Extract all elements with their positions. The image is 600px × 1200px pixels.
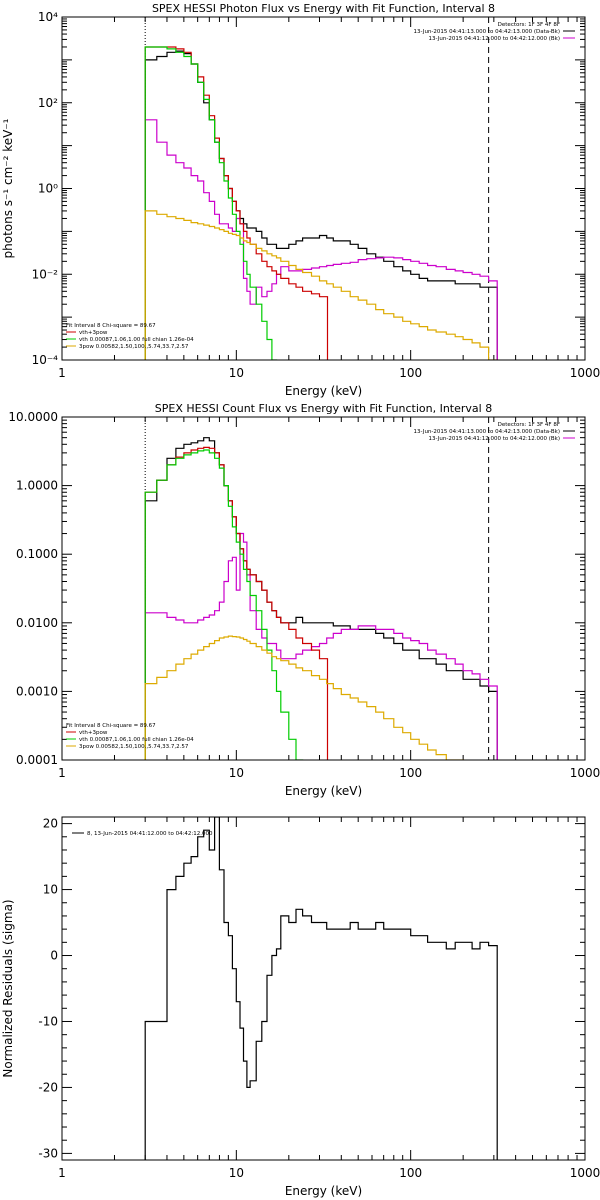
x-tick-label: 100 — [399, 1166, 422, 1180]
x-axis-label: Energy (keV) — [285, 1184, 362, 1198]
y-tick-label: 1.0000 — [16, 479, 58, 493]
series-line-5 — [144, 635, 465, 760]
plot-frame — [61, 16, 586, 361]
y-tick-label: -10 — [38, 1014, 58, 1028]
y-tick-label: 10⁻² — [32, 267, 59, 281]
series-line-1 — [144, 817, 498, 1160]
x-tick-label: 10 — [229, 1166, 244, 1180]
y-tick-label: 0 — [50, 949, 58, 963]
series-line-5 — [144, 210, 498, 360]
plot-frame — [61, 416, 586, 761]
legend-entry: vth 0.00087,1.06,1.00 full chian 1.26e-0… — [79, 737, 194, 743]
chart-panel-3: 1 10 100 1000 -30 -20 -10 0 10 20 Energy (keV) Norm… — [1, 816, 600, 1198]
y-tick-label: 0.0001 — [16, 753, 58, 767]
y-tick-label: 10⁰ — [38, 182, 58, 196]
series-line-1 — [144, 437, 498, 760]
series-group — [144, 46, 498, 360]
series-line-2 — [144, 119, 498, 360]
legend-entry: 8, 13-Jun-2015 04:41:12.000 to 04:42:12.… — [87, 831, 213, 837]
legend-entry: Detectors: 1F 3F 4F 8F — [498, 22, 560, 28]
y-tick-label: 0.0010 — [16, 684, 58, 698]
y-tick-label: 0.1000 — [16, 547, 58, 561]
y-axis-label: photons s⁻¹ cm⁻² keV⁻¹ — [1, 118, 15, 258]
legend-entry: 13-Jun-2015 04:41:12.000 to 04:42:12.000… — [428, 436, 560, 442]
y-tick-label: -30 — [38, 1146, 58, 1160]
series-group — [144, 437, 498, 760]
legend-entry: 13-Jun-2015 04:41:13.000 to 04:42:13.000… — [414, 429, 560, 435]
y-tick-label: 20 — [43, 817, 58, 831]
x-tick-label: 1000 — [570, 766, 600, 780]
legend-entry: Fit Interval 8 Chi-square = 89.67 — [66, 723, 156, 729]
legend-entry: Fit Interval 8 Chi-square = 89.67 — [66, 323, 156, 329]
x-tick-label: 100 — [399, 766, 422, 780]
x-tick-label: 100 — [399, 366, 422, 380]
x-tick-label: 1000 — [570, 1166, 600, 1180]
x-tick-label: 10 — [229, 366, 244, 380]
legend-entry: 13-Jun-2015 04:41:13.000 to 04:42:13.000… — [414, 29, 560, 35]
y-axis-label: Normalized Residuals (sigma) — [1, 899, 15, 1077]
legend-entry: vth+3pow — [79, 330, 108, 336]
series-line-1 — [144, 50, 498, 360]
chart-title: SPEX HESSI Photon Flux vs Energy with Fi… — [152, 2, 495, 15]
x-tick-label: 10 — [229, 766, 244, 780]
y-tick-label: 10² — [38, 96, 58, 110]
chart-panel-2: SPEX HESSI Count Flux vs Energy with Fit… — [8, 402, 600, 798]
legend-entry: Detectors: 1F 3F 4F 8F — [498, 422, 560, 428]
legend-entry: vth+3pow — [79, 730, 108, 736]
y-tick-label: 10⁻⁴ — [32, 353, 59, 367]
y-tick-label: 10 — [43, 883, 58, 897]
x-tick-label: 1000 — [570, 366, 600, 380]
y-tick-label: -20 — [38, 1080, 58, 1094]
chart-title: SPEX HESSI Count Flux vs Energy with Fit… — [155, 402, 492, 415]
series-line-4 — [144, 46, 286, 360]
x-axis-label: Energy (keV) — [285, 784, 362, 798]
legend-entry: vth 0.00087,1.06,1.00 full chian 1.26e-0… — [79, 337, 194, 343]
series-line-4 — [144, 449, 310, 760]
x-tick-label: 1 — [58, 766, 66, 780]
series-line-3 — [144, 46, 329, 360]
series-line-3 — [144, 446, 329, 760]
x-tick-label: 1 — [58, 1166, 66, 1180]
plot-frame — [61, 816, 586, 1161]
legend-entry: 13-Jun-2015 04:41:12.000 to 04:42:12.000… — [428, 36, 560, 42]
series-group — [144, 817, 498, 1160]
y-tick-label: 0.0100 — [16, 616, 58, 630]
y-tick-label: 10.0000 — [8, 410, 58, 424]
chart-panel-1: SPEX HESSI Photon Flux vs Energy with Fi… — [1, 2, 600, 398]
y-tick-label: 10⁴ — [38, 10, 58, 24]
legend-entry: 3pow 0.00582,1.50,100.,5.74,33.7,2.57 — [79, 344, 189, 350]
legend-entry: 3pow 0.00582,1.50,100.,5.74,33.7,2.57 — [79, 744, 189, 750]
x-axis-label: Energy (keV) — [285, 384, 362, 398]
x-tick-label: 1 — [58, 366, 66, 380]
series-line-2 — [144, 532, 498, 760]
